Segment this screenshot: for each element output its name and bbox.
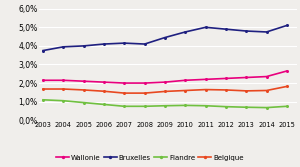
Belgique	[61, 88, 65, 90]
Flandre	[41, 99, 45, 101]
Wallonie	[122, 82, 126, 84]
Belgique	[163, 91, 167, 93]
Wallonie	[143, 82, 146, 84]
Bruxelles	[102, 43, 106, 45]
Bruxelles	[184, 31, 187, 33]
Flandre	[184, 104, 187, 106]
Belgique	[285, 85, 289, 87]
Wallonie	[265, 75, 268, 77]
Flandre	[204, 105, 207, 107]
Belgique	[224, 89, 228, 91]
Flandre	[224, 106, 228, 108]
Bruxelles	[204, 26, 207, 28]
Wallonie	[82, 80, 85, 82]
Wallonie	[204, 78, 207, 80]
Line: Bruxelles: Bruxelles	[41, 24, 288, 52]
Wallonie	[224, 77, 228, 79]
Bruxelles	[61, 46, 65, 48]
Wallonie	[184, 79, 187, 81]
Bruxelles	[285, 24, 289, 26]
Belgique	[244, 90, 248, 92]
Wallonie	[163, 81, 167, 83]
Flandre	[285, 105, 289, 107]
Belgique	[204, 89, 207, 91]
Flandre	[82, 102, 85, 104]
Legend: Wallonie, Bruxelles, Flandre, Belgique: Wallonie, Bruxelles, Flandre, Belgique	[54, 152, 246, 163]
Wallonie	[41, 79, 45, 81]
Flandre	[265, 107, 268, 109]
Belgique	[102, 90, 106, 92]
Flandre	[163, 105, 167, 107]
Bruxelles	[82, 45, 85, 47]
Wallonie	[61, 79, 65, 81]
Line: Flandre: Flandre	[41, 98, 288, 109]
Belgique	[265, 90, 268, 92]
Flandre	[102, 103, 106, 105]
Bruxelles	[163, 37, 167, 39]
Flandre	[61, 100, 65, 102]
Flandre	[122, 105, 126, 107]
Bruxelles	[224, 28, 228, 30]
Bruxelles	[143, 43, 146, 45]
Line: Wallonie: Wallonie	[41, 69, 288, 85]
Wallonie	[285, 70, 289, 72]
Bruxelles	[122, 42, 126, 44]
Belgique	[122, 92, 126, 94]
Bruxelles	[244, 30, 248, 32]
Wallonie	[244, 76, 248, 78]
Belgique	[184, 90, 187, 92]
Flandre	[244, 106, 248, 108]
Belgique	[41, 88, 45, 90]
Belgique	[82, 89, 85, 91]
Wallonie	[102, 81, 106, 83]
Belgique	[143, 92, 146, 94]
Flandre	[143, 105, 146, 107]
Bruxelles	[41, 50, 45, 52]
Bruxelles	[265, 31, 268, 33]
Line: Belgique: Belgique	[41, 85, 288, 95]
